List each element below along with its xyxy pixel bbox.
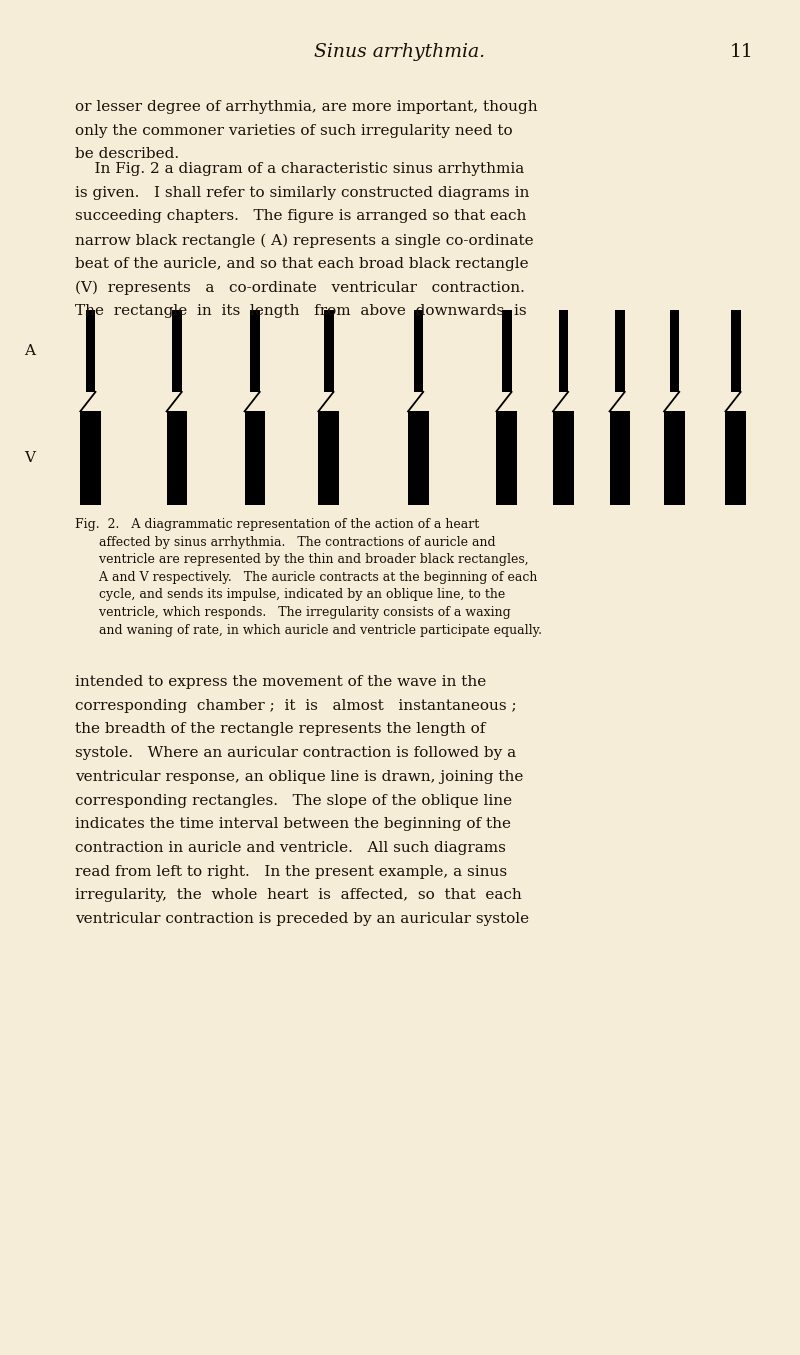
Bar [172,310,182,392]
Bar [610,412,630,505]
Bar [553,412,574,505]
Bar [502,310,511,392]
Text: contraction in auricle and ventricle.   All such diagrams: contraction in auricle and ventricle. Al… [75,841,506,855]
Text: corresponding rectangles.   The slope of the oblique line: corresponding rectangles. The slope of t… [75,794,512,808]
Bar [245,412,266,505]
Text: and waning of rate, in which auricle and ventricle participate equally.: and waning of rate, in which auricle and… [75,623,542,637]
Text: read from left to right.   In the present example, a sinus: read from left to right. In the present … [75,864,507,878]
Text: ventricle, which responds.   The irregularity consists of a waxing: ventricle, which responds. The irregular… [75,606,510,619]
Text: ventricular contraction is preceded by an auricular systole: ventricular contraction is preceded by a… [75,912,529,925]
Bar [726,412,746,505]
Bar [414,310,423,392]
Text: 11: 11 [730,43,754,61]
Text: corresponding  chamber ;  it  is   almost   instantaneous ;: corresponding chamber ; it is almost ins… [75,699,517,713]
Text: indicates the time interval between the beginning of the: indicates the time interval between the … [75,817,511,831]
Bar [496,412,517,505]
Text: the breadth of the rectangle represents the length of: the breadth of the rectangle represents … [75,722,486,736]
Text: intended to express the movement of the wave in the: intended to express the movement of the … [75,675,486,688]
Text: affected by sinus arrhythmia.   The contractions of auricle and: affected by sinus arrhythmia. The contra… [75,535,496,549]
Text: V: V [25,451,35,465]
Text: systole.   Where an auricular contraction is followed by a: systole. Where an auricular contraction … [75,747,516,760]
Bar [250,310,260,392]
Text: The  rectangle  in  its  length   from  above  downwards  is: The rectangle in its length from above d… [75,305,526,318]
Bar [324,310,334,392]
Text: In Fig. 2 a diagram of a characteristic sinus arrhythmia: In Fig. 2 a diagram of a characteristic … [75,163,524,176]
Bar [80,412,101,505]
Text: Sinus arrhythmia.: Sinus arrhythmia. [314,43,486,61]
Text: A and V respectively.   The auricle contracts at the beginning of each: A and V respectively. The auricle contra… [75,570,538,584]
Bar [318,412,339,505]
Text: be described.: be described. [75,148,179,161]
Text: cycle, and sends its impulse, indicated by an oblique line, to the: cycle, and sends its impulse, indicated … [75,588,506,602]
Text: only the commoner varieties of such irregularity need to: only the commoner varieties of such irre… [75,123,513,138]
Bar [86,310,95,392]
Bar [558,310,568,392]
Text: ventricle are represented by the thin and broader black rectangles,: ventricle are represented by the thin an… [75,553,529,566]
Bar [731,310,741,392]
Text: A: A [25,344,35,358]
Text: succeeding chapters.   The figure is arranged so that each: succeeding chapters. The figure is arran… [75,210,526,224]
Bar [408,412,429,505]
Text: (V)  represents   a   co-ordinate   ventricular   contraction.: (V) represents a co-ordinate ventricular… [75,280,525,295]
Bar [664,412,685,505]
Text: narrow black rectangle ( A) represents a single co-ordinate: narrow black rectangle ( A) represents a… [75,233,534,248]
Text: beat of the auricle, and so that each broad black rectangle: beat of the auricle, and so that each br… [75,257,529,271]
Text: or lesser degree of arrhythmia, are more important, though: or lesser degree of arrhythmia, are more… [75,100,538,114]
Bar [615,310,625,392]
Bar [670,310,679,392]
Text: is given.   I shall refer to similarly constructed diagrams in: is given. I shall refer to similarly con… [75,186,530,199]
Bar [166,412,187,505]
Text: ventricular response, an oblique line is drawn, joining the: ventricular response, an oblique line is… [75,770,523,783]
Text: Fig.  2.   A diagrammatic representation of the action of a heart: Fig. 2. A diagrammatic representation of… [75,518,479,531]
Text: irregularity,  the  whole  heart  is  affected,  so  that  each: irregularity, the whole heart is affecte… [75,889,522,902]
